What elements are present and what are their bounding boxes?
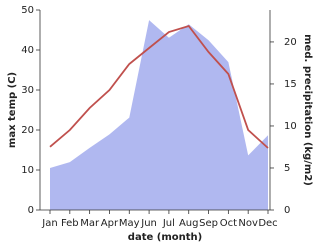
- y-tick-label: 50: [21, 5, 34, 16]
- y2-tick-label: 15: [284, 79, 297, 90]
- x-tick-label: May: [119, 218, 140, 229]
- x-tick-label: Jul: [162, 218, 175, 229]
- x-tick-label: Aug: [179, 218, 199, 229]
- x-tick-label: Sep: [199, 218, 218, 229]
- temp-line: [49, 24, 269, 149]
- x-tick-label: Dec: [258, 218, 277, 229]
- x-tick-label: Apr: [101, 218, 119, 229]
- y-tick-label: 20: [21, 125, 34, 136]
- y-tick-label: 30: [21, 85, 34, 96]
- y-tick-label: 0: [28, 205, 34, 216]
- x-tick-label: Feb: [61, 218, 79, 229]
- y2-tick-label: 0: [284, 205, 290, 216]
- x-tick-label: Jun: [140, 218, 157, 229]
- y2-axis-label: med. precipitation (kg/m2): [302, 34, 313, 186]
- x-tick-label: Nov: [238, 218, 258, 229]
- y-axis-label: max temp (C): [7, 72, 18, 148]
- y2-tick-label: 5: [284, 163, 290, 174]
- y-tick-label: 10: [21, 165, 34, 176]
- x-tick-label: Jan: [41, 218, 57, 229]
- y2-tick-label: 10: [284, 121, 297, 132]
- x-axis-label: date (month): [128, 232, 202, 243]
- x-tick-label: Oct: [220, 218, 237, 229]
- x-tick-label: Mar: [80, 218, 100, 229]
- y2-tick-label: 20: [284, 37, 297, 48]
- precipitation-area: [50, 20, 268, 211]
- y-tick-label: 40: [21, 45, 34, 56]
